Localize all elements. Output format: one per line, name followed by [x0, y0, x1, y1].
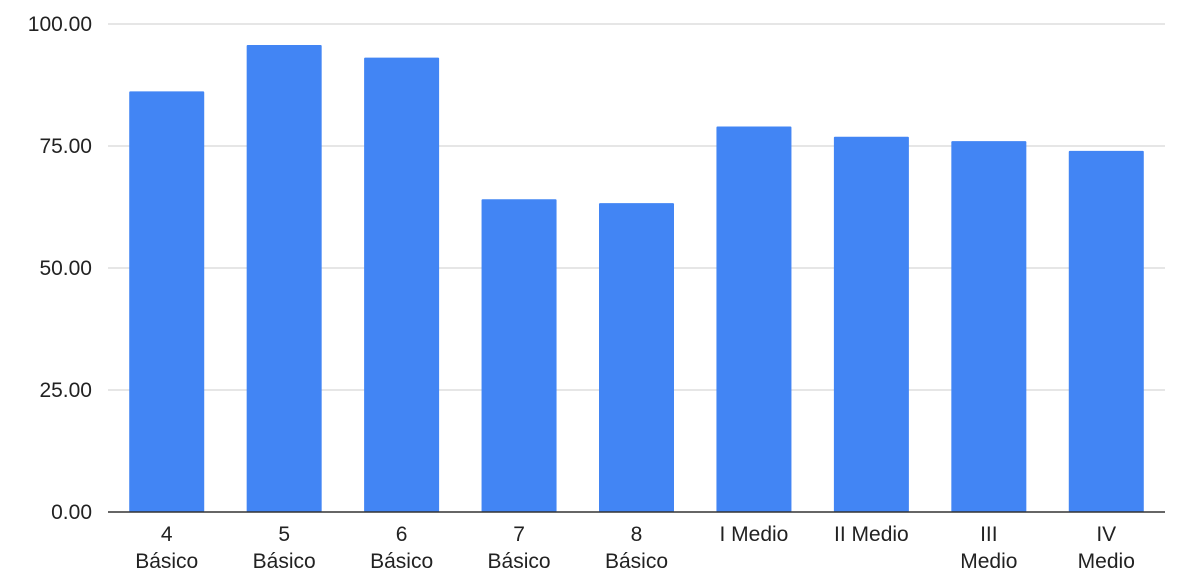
x-tick-label: II Medio — [834, 523, 909, 546]
x-tick-label-line: Básico — [370, 550, 433, 573]
x-tick-label-line: II Medio — [834, 523, 909, 546]
x-tick-label-line: Básico — [253, 550, 316, 573]
bar — [833, 136, 909, 512]
x-tick-label-line: IV — [1096, 523, 1116, 546]
x-tick-label-line: 4 — [161, 523, 173, 546]
x-tick-label: 5 Básico — [253, 523, 316, 573]
x-tick-label-line: 6 — [396, 523, 408, 546]
y-tick-label: 100.00 — [28, 13, 92, 36]
x-tick-label-line: 8 — [631, 523, 643, 546]
x-tick-label: I Medio — [720, 523, 789, 546]
x-tick-label: III Medio — [960, 523, 1017, 573]
x-tick-label-line: III — [980, 523, 998, 546]
bar — [246, 44, 322, 512]
bars — [129, 44, 1144, 513]
bar — [364, 57, 440, 513]
y-tick-label: 25.00 — [39, 379, 92, 402]
x-tick-label: 4 Básico — [135, 523, 198, 573]
y-tick-label: 50.00 — [39, 257, 92, 280]
y-tick-label: 0.00 — [51, 501, 92, 524]
x-tick-label: IV Medio — [1078, 523, 1135, 573]
x-tick-label-line: Básico — [605, 550, 668, 573]
bar — [951, 141, 1027, 512]
bar — [481, 199, 557, 512]
bar — [599, 203, 674, 512]
x-tick-label-line: Medio — [960, 550, 1017, 573]
x-tick-label-line: 7 — [513, 523, 525, 546]
bar — [1068, 150, 1144, 512]
bar — [129, 91, 205, 513]
x-tick-label-line: Medio — [1078, 550, 1135, 573]
x-tick-label: 8 Básico — [605, 523, 668, 573]
bar — [716, 126, 792, 512]
x-tick-label: 7 Básico — [488, 523, 551, 573]
y-tick-label: 75.00 — [39, 135, 92, 158]
x-tick-label-line: Básico — [135, 550, 198, 573]
x-tick-label-line: 5 — [278, 523, 290, 546]
x-tick-label-line: I Medio — [720, 523, 789, 546]
x-tick-label: 6 Básico — [370, 523, 433, 573]
x-tick-label-line: Básico — [488, 550, 551, 573]
